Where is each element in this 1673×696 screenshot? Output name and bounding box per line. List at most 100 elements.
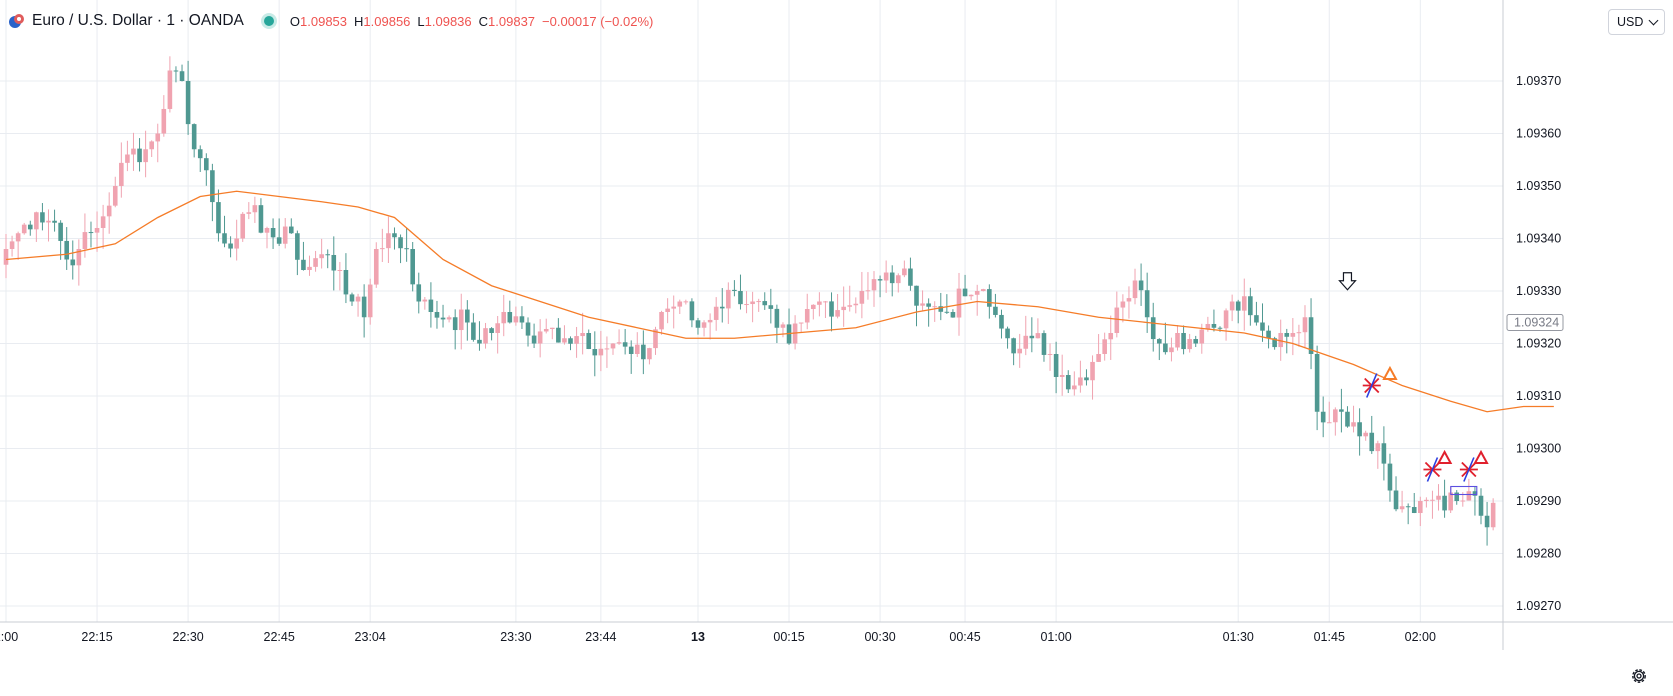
candle-body bbox=[519, 316, 525, 323]
candle-body bbox=[3, 249, 9, 265]
symbol-title[interactable]: Euro / U.S. Dollar · 1 · OANDA bbox=[32, 12, 244, 29]
candle-body bbox=[325, 254, 331, 256]
candle-body bbox=[719, 306, 725, 309]
candle-body bbox=[616, 342, 622, 344]
candle-body bbox=[568, 338, 573, 344]
candle-body bbox=[398, 237, 403, 249]
candle-body bbox=[507, 312, 513, 323]
candle-body bbox=[1248, 296, 1253, 316]
candle-body bbox=[410, 249, 415, 285]
candle-body bbox=[902, 268, 907, 276]
candle-body bbox=[1478, 495, 1484, 516]
candle-body bbox=[968, 294, 974, 297]
candle-body bbox=[21, 224, 27, 234]
candle-body bbox=[738, 291, 743, 305]
close-label: C bbox=[478, 13, 489, 29]
candle-body bbox=[240, 213, 246, 239]
candle-body bbox=[331, 254, 337, 271]
candle-body bbox=[416, 284, 422, 302]
candle-body bbox=[386, 233, 391, 249]
candle-body bbox=[1308, 317, 1314, 354]
candle-body bbox=[732, 289, 737, 291]
candle-body bbox=[1059, 375, 1065, 377]
candle-body bbox=[1132, 280, 1138, 299]
candle-body bbox=[1351, 422, 1356, 427]
candle-body bbox=[817, 301, 822, 305]
change-value: −0.00017 (−0.02%) bbox=[542, 13, 654, 29]
candle-body bbox=[677, 301, 683, 307]
trend-stroke bbox=[1426, 457, 1439, 482]
rectangle-marker bbox=[1450, 485, 1478, 496]
candle-body bbox=[76, 249, 82, 266]
candle-body bbox=[1169, 347, 1174, 353]
candle-body bbox=[1466, 491, 1472, 501]
candle-body bbox=[119, 162, 124, 186]
candle-body bbox=[756, 301, 761, 303]
candle-body bbox=[1266, 330, 1271, 339]
x-tick-label: 13 bbox=[691, 630, 705, 644]
x-tick-label: 22:15 bbox=[81, 630, 112, 644]
candle-body bbox=[1199, 329, 1205, 344]
currency-selector[interactable]: USD bbox=[1608, 9, 1665, 35]
candle-body bbox=[1418, 501, 1423, 514]
candle-body bbox=[282, 226, 288, 244]
candle-body bbox=[1175, 333, 1180, 348]
candle-body bbox=[895, 275, 901, 284]
candle-body bbox=[1326, 422, 1332, 424]
candle-body bbox=[1163, 343, 1168, 353]
candle-body bbox=[15, 233, 21, 242]
candle-body bbox=[987, 289, 992, 307]
candle-body bbox=[768, 305, 774, 309]
candle-body bbox=[1090, 361, 1095, 381]
candle-body bbox=[452, 317, 458, 331]
candle-body bbox=[695, 320, 701, 328]
candle-body bbox=[1320, 411, 1326, 423]
triangle-marker-icon bbox=[1473, 449, 1489, 464]
candle-body bbox=[1284, 333, 1290, 337]
x-tick-label: 23:30 bbox=[500, 630, 531, 644]
candle-body bbox=[197, 149, 203, 159]
candle-body bbox=[1405, 506, 1411, 508]
candle-body bbox=[228, 243, 233, 249]
candle-body bbox=[659, 312, 664, 330]
candle-body bbox=[1411, 507, 1417, 514]
candle-body bbox=[1339, 409, 1344, 412]
legend-header: Euro / U.S. Dollar · 1 · OANDA O1.09853 … bbox=[8, 9, 653, 33]
candle-body bbox=[932, 306, 938, 308]
x-tick-label: 23:04 bbox=[355, 630, 386, 644]
low-value: 1.09836 bbox=[424, 13, 472, 29]
candle-body bbox=[52, 220, 57, 223]
candle-body bbox=[1017, 348, 1022, 354]
candle-body bbox=[82, 232, 88, 249]
candle-body bbox=[841, 306, 846, 311]
gear-icon[interactable] bbox=[1630, 667, 1648, 685]
candle-body bbox=[1084, 377, 1089, 381]
candle-body bbox=[1290, 333, 1296, 337]
candle-body bbox=[1181, 333, 1186, 350]
x-tick-label: 01:45 bbox=[1314, 630, 1345, 644]
candle-body bbox=[580, 333, 585, 337]
candle-body bbox=[598, 348, 604, 356]
candle-body bbox=[373, 249, 379, 285]
candle-body bbox=[1223, 310, 1229, 329]
candle-body bbox=[647, 348, 652, 360]
candle-body bbox=[980, 289, 986, 291]
last-price-label: 1.09324 bbox=[1514, 316, 1559, 330]
candle-body bbox=[974, 291, 980, 295]
candle-body bbox=[94, 228, 100, 233]
candle-body bbox=[27, 224, 33, 230]
candle-body bbox=[1065, 375, 1071, 390]
candle-body bbox=[367, 284, 373, 318]
candle-body bbox=[179, 71, 185, 81]
candle-body bbox=[404, 248, 409, 250]
candle-body bbox=[1442, 495, 1447, 511]
candle-body bbox=[234, 238, 239, 249]
candle-body bbox=[993, 306, 998, 315]
candle-body bbox=[908, 268, 913, 286]
candle-body bbox=[1357, 422, 1362, 437]
high-value: 1.09856 bbox=[363, 13, 411, 29]
candle-body bbox=[811, 304, 816, 310]
candle-body bbox=[665, 308, 670, 312]
